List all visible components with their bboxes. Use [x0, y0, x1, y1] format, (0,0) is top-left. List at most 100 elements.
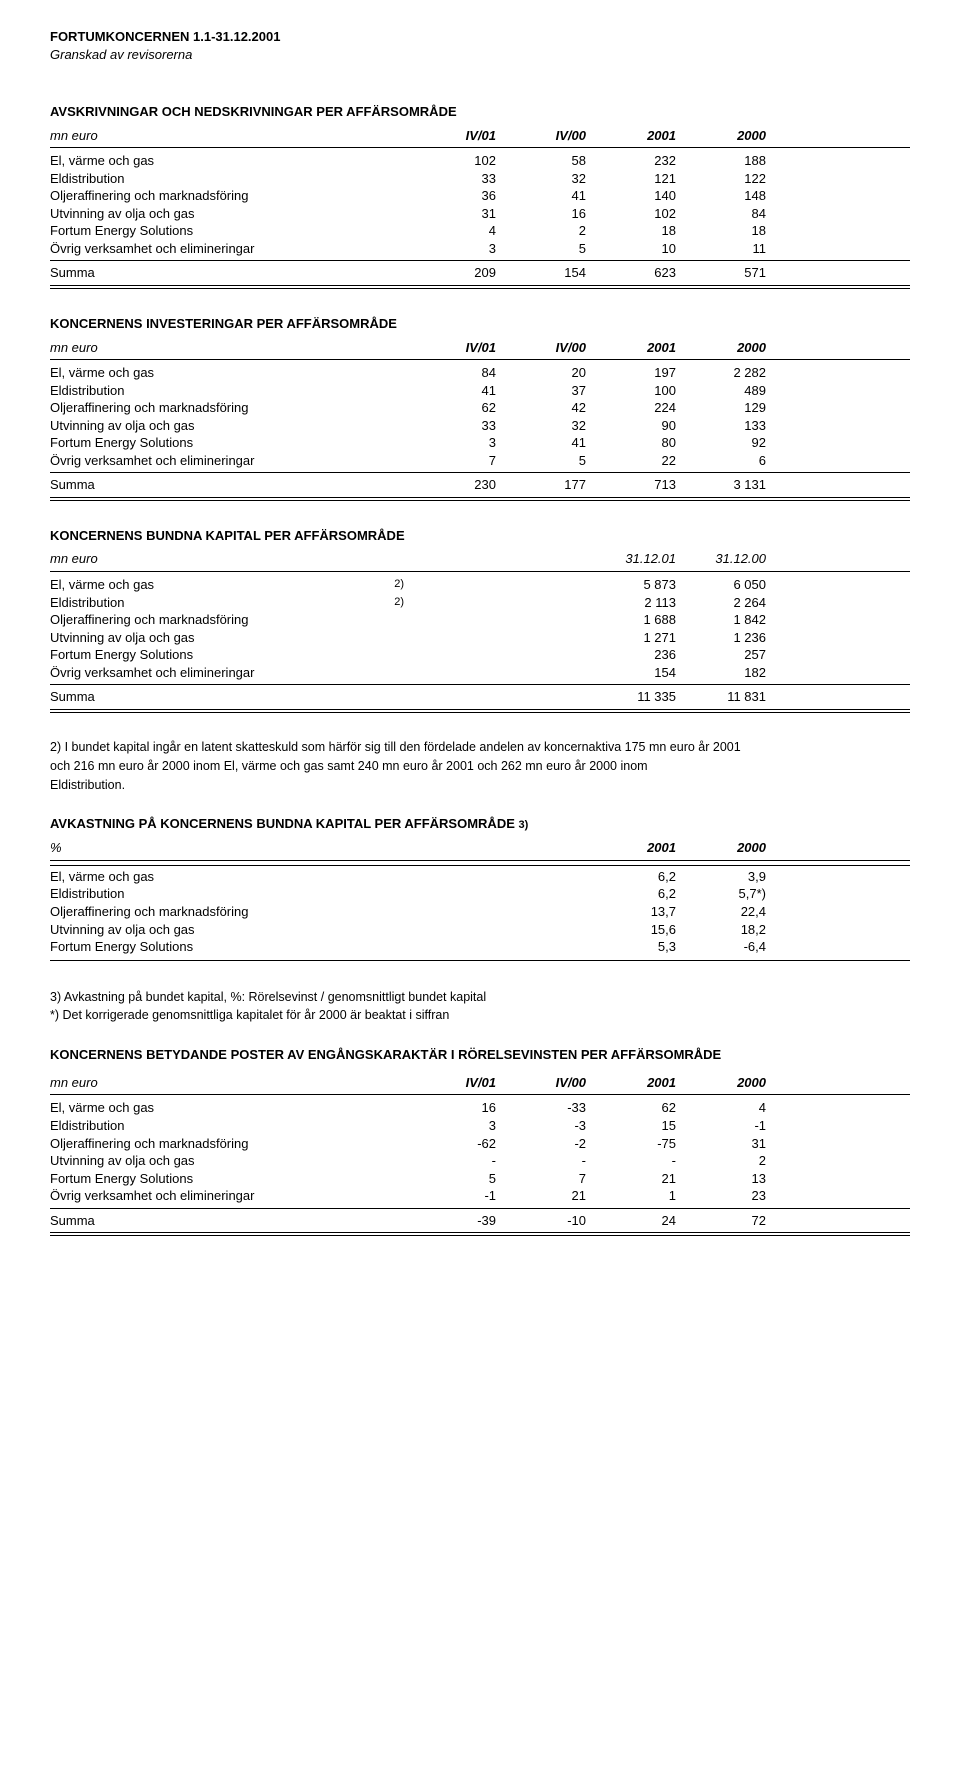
sum-c1: 230 [410, 476, 500, 494]
row-c3: 121 [590, 170, 680, 188]
sum-row: Summa 11 335 11 831 [50, 684, 910, 713]
table-row: Utvinning av olja och gas---2 [50, 1152, 910, 1170]
table-row: Fortum Energy Solutions3418092 [50, 434, 910, 452]
table-row: Övrig verksamhet och elimineringar351011 [50, 240, 910, 258]
row-c1: 36 [410, 187, 500, 205]
row-c3: 197 [590, 364, 680, 382]
row-label: Utvinning av olja och gas [50, 1152, 410, 1170]
table-row: Utvinning av olja och gas333290133 [50, 417, 910, 435]
doc-title: FORTUMKONCERNEN 1.1-31.12.2001 [50, 28, 910, 46]
sum-c4: 72 [680, 1212, 770, 1230]
table-row: Övrig verksamhet och elimineringar-12112… [50, 1187, 910, 1205]
row-c2: 2 [500, 222, 590, 240]
sum-c4: 11 831 [680, 688, 770, 706]
sum-c3: 11 335 [590, 688, 680, 706]
col-label: mn euro [50, 339, 410, 357]
row-c4: 188 [680, 152, 770, 170]
row-c4: 6 050 [680, 576, 770, 594]
row-label: Fortum Energy Solutions [50, 938, 410, 956]
row-label: Eldistribution [50, 594, 390, 612]
row-c2: 16 [500, 205, 590, 223]
sum-row: Summa 209 154 623 571 [50, 260, 910, 289]
row-c3: 18 [590, 222, 680, 240]
row-c1: 31 [410, 205, 500, 223]
row-c4: 257 [680, 646, 770, 664]
row-label: Övrig verksamhet och elimineringar [50, 240, 410, 258]
col-c3: 2001 [590, 339, 680, 357]
row-c3: 5,3 [590, 938, 680, 956]
col-label: % [50, 839, 410, 857]
row-c1: 102 [410, 152, 500, 170]
section-avkastning: AVKASTNING PÅ KONCERNENS BUNDNA KAPITAL … [50, 815, 910, 962]
row-label: Övrig verksamhet och elimineringar [50, 1187, 410, 1205]
row-c4: 31 [680, 1135, 770, 1153]
row-c2: 32 [500, 170, 590, 188]
row-c1: 3 [410, 240, 500, 258]
row-c2: 21 [500, 1187, 590, 1205]
row-c2: 37 [500, 382, 590, 400]
table-row: Fortum Energy Solutions572113 [50, 1170, 910, 1188]
row-c2: -3 [500, 1117, 590, 1135]
row-c2: 42 [500, 399, 590, 417]
doc-subtitle: Granskad av revisorerna [50, 46, 910, 64]
sum-c3: 713 [590, 476, 680, 494]
section-title: AVSKRIVNINGAR OCH NEDSKRIVNINGAR PER AFF… [50, 103, 910, 121]
col-c2: IV/00 [500, 1074, 590, 1092]
col-label: mn euro [50, 550, 410, 568]
row-c3: 1 271 [590, 629, 680, 647]
divider [50, 960, 910, 963]
table-row: Eldistribution3332121122 [50, 170, 910, 188]
row-c1: 33 [410, 417, 500, 435]
row-label: El, värme och gas [50, 1099, 410, 1117]
row-label: El, värme och gas [50, 152, 410, 170]
row-c4: 2 [680, 1152, 770, 1170]
table-row: Utvinning av olja och gas15,618,2 [50, 921, 910, 939]
table-body: El, värme och gas84201972 282Eldistribut… [50, 364, 910, 469]
row-c4: 2 282 [680, 364, 770, 382]
row-c3: 100 [590, 382, 680, 400]
sum-c4: 571 [680, 264, 770, 282]
table-body: El, värme och gas2)5 8736 050Eldistribut… [50, 576, 910, 681]
row-c2: 7 [500, 1170, 590, 1188]
row-c4: 18,2 [680, 921, 770, 939]
row-c3: 80 [590, 434, 680, 452]
section-avskrivningar: AVSKRIVNINGAR OCH NEDSKRIVNINGAR PER AFF… [50, 103, 910, 289]
table-body: El, värme och gas16-33624Eldistribution3… [50, 1099, 910, 1204]
row-label: Oljeraffinering och marknadsföring [50, 399, 410, 417]
sum-c4: 3 131 [680, 476, 770, 494]
table-row: Oljeraffinering och marknadsföring624222… [50, 399, 910, 417]
row-c4: 182 [680, 664, 770, 682]
sum-c2: 177 [500, 476, 590, 494]
row-c3: 140 [590, 187, 680, 205]
row-c2: 58 [500, 152, 590, 170]
row-label: Eldistribution [50, 170, 410, 188]
row-c2: 41 [500, 434, 590, 452]
row-c3: 6,2 [590, 868, 680, 886]
table-row: Övrig verksamhet och elimineringar75226 [50, 452, 910, 470]
note-line: 2) I bundet kapital ingår en latent skat… [50, 739, 910, 756]
sum-c2: -10 [500, 1212, 590, 1230]
table-row: Oljeraffinering och marknadsföring13,722… [50, 903, 910, 921]
sum-row: Summa -39 -10 24 72 [50, 1208, 910, 1237]
row-c4: 11 [680, 240, 770, 258]
sum-c3: 623 [590, 264, 680, 282]
row-label: Eldistribution [50, 1117, 410, 1135]
row-c3: 10 [590, 240, 680, 258]
table-row: Eldistribution2)2 1132 264 [50, 594, 910, 612]
row-c3: -75 [590, 1135, 680, 1153]
row-c2: 32 [500, 417, 590, 435]
row-c4: 122 [680, 170, 770, 188]
row-label: Oljeraffinering och marknadsföring [50, 903, 410, 921]
row-c2: 5 [500, 452, 590, 470]
row-c4: 1 842 [680, 611, 770, 629]
col-c4: 2000 [680, 1074, 770, 1092]
row-label: Utvinning av olja och gas [50, 205, 410, 223]
section-title: KONCERNENS BUNDNA KAPITAL PER AFFÄRSOMRÅ… [50, 527, 910, 545]
row-label: El, värme och gas [50, 576, 390, 594]
table-body: El, värme och gas6,23,9Eldistribution6,2… [50, 868, 910, 956]
row-c4: 129 [680, 399, 770, 417]
col-c1: IV/01 [410, 127, 500, 145]
col-c3: 2001 [590, 839, 680, 857]
row-c4: 22,4 [680, 903, 770, 921]
table-row: Oljeraffinering och marknadsföring364114… [50, 187, 910, 205]
